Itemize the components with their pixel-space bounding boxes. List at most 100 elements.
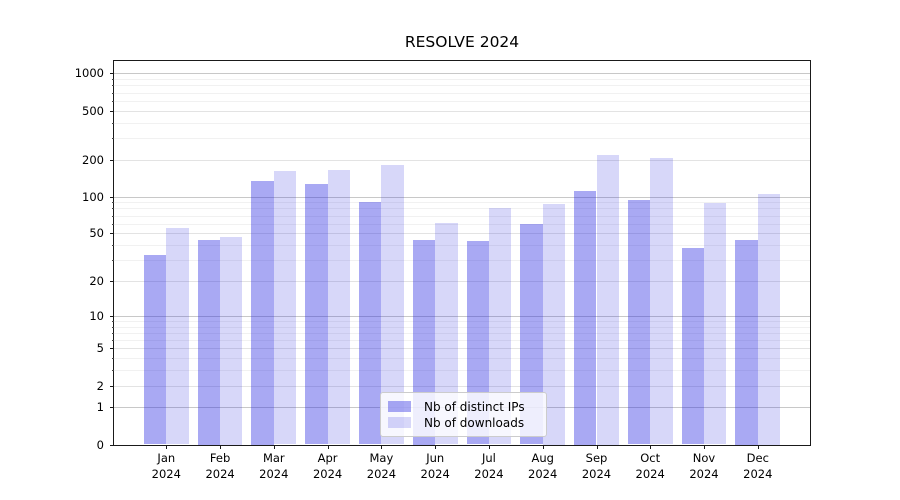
gridline-minor — [114, 326, 810, 328]
x-tick-label: Dec 2024 — [743, 451, 773, 481]
x-tick-mark — [596, 444, 598, 449]
y-tick-label: 500 — [82, 103, 104, 118]
legend-swatch — [388, 417, 411, 428]
gridline — [114, 315, 810, 317]
x-tick-mark — [704, 444, 705, 449]
y-tick-label: 20 — [89, 273, 104, 288]
y-minor-tick-mark — [111, 332, 114, 334]
gridline-minor — [114, 79, 810, 80]
gridline-minor — [114, 208, 810, 210]
bar-distinct-ips — [251, 181, 274, 445]
y-minor-tick-mark — [111, 340, 114, 341]
y-minor-tick-mark — [111, 215, 114, 217]
gridline-minor — [114, 215, 810, 217]
y-tick-mark — [110, 73, 114, 75]
y-tick-label: 50 — [89, 226, 104, 241]
gridline-minor — [114, 137, 810, 139]
x-tick-mark — [273, 444, 275, 449]
bar-downloads — [220, 236, 243, 445]
y-minor-tick-mark — [111, 260, 114, 261]
bar-distinct-ips — [197, 240, 221, 445]
legend-label: Nb of distinct IPs — [424, 399, 525, 414]
y-tick-mark — [110, 444, 114, 446]
x-tick-mark — [166, 444, 168, 449]
plot-area: 0 1 2 5 10 20 50 100 200 500 1000 Jan 2024 Feb 2024 Mar… — [75, 60, 811, 481]
x-tick-label: Jan 2024 — [151, 451, 181, 481]
y-minor-tick-mark — [111, 79, 114, 80]
bar-downloads — [488, 207, 512, 445]
y-tick-label: 5 — [96, 341, 104, 356]
x-tick-mark — [381, 444, 383, 449]
gridline — [114, 348, 810, 350]
gridline-minor — [114, 122, 810, 124]
y-tick-mark — [110, 407, 114, 409]
x-tick-label: Aug 2024 — [528, 451, 558, 481]
legend-item: Nb of downloads — [388, 415, 538, 430]
bar-downloads — [704, 203, 727, 445]
gridline — [114, 159, 810, 161]
y-tick-label: 0 — [96, 437, 104, 452]
y-minor-tick-mark — [111, 370, 114, 371]
gridline — [114, 280, 810, 282]
bar-downloads — [596, 155, 619, 445]
y-tick-mark — [110, 159, 114, 161]
gridline-minor — [114, 260, 810, 261]
y-tick-mark — [110, 196, 114, 198]
bar-downloads — [381, 164, 404, 445]
y-minor-tick-mark — [111, 245, 114, 246]
bar-distinct-ips — [681, 247, 704, 445]
bar-downloads — [542, 204, 566, 445]
gridline-minor — [114, 92, 810, 94]
bar-distinct-ips — [143, 255, 167, 445]
y-tick-mark — [110, 280, 114, 282]
gridline-minor — [114, 332, 810, 334]
x-tick-mark — [220, 444, 222, 449]
gridline — [114, 73, 810, 75]
gridline — [114, 233, 810, 235]
bar-distinct-ips — [305, 184, 328, 445]
y-minor-tick-mark — [111, 320, 114, 322]
bar-downloads — [757, 193, 781, 445]
x-tick-label: Oct 2024 — [635, 451, 665, 481]
gridline — [114, 196, 810, 198]
gridline-minor — [114, 340, 810, 341]
gridline-minor — [114, 85, 810, 87]
x-tick-label: Feb 2024 — [205, 451, 235, 481]
y-minor-tick-mark — [111, 137, 114, 139]
y-tick-mark — [110, 385, 114, 387]
chart-title: RESOLVE 2024 — [404, 33, 520, 51]
gridline-minor — [114, 358, 810, 359]
x-tick-label: May 2024 — [366, 451, 397, 481]
x-tick-label: Nov 2024 — [689, 451, 719, 481]
x-tick-label: Jun 2024 — [420, 451, 450, 481]
gridline-minor — [114, 100, 810, 102]
y-tick-label: 200 — [82, 152, 104, 167]
y-tick-label: 2 — [96, 378, 104, 393]
y-tick-label: 100 — [82, 189, 104, 204]
bar-downloads — [273, 171, 297, 445]
x-tick-mark — [650, 444, 652, 449]
y-minor-tick-mark — [111, 85, 114, 87]
y-minor-tick-mark — [111, 122, 114, 124]
bar-distinct-ips — [735, 240, 758, 445]
x-tick-mark — [327, 444, 329, 449]
legend: Nb of distinct IPs Nb of downloads — [380, 392, 547, 437]
y-tick-mark — [110, 110, 114, 112]
x-tick-mark — [435, 444, 437, 449]
y-tick-label: 1000 — [74, 66, 104, 81]
x-tick-label: Apr 2024 — [312, 451, 343, 481]
x-tick-mark — [757, 444, 759, 449]
y-tick-label: 1 — [96, 400, 104, 415]
gridline-minor — [114, 320, 810, 322]
gridline-minor — [114, 223, 810, 225]
bar-distinct-ips — [359, 201, 382, 445]
y-minor-tick-mark — [111, 92, 114, 94]
bar-downloads — [166, 228, 189, 445]
legend-swatch — [388, 401, 411, 412]
y-tick-label: 10 — [89, 308, 104, 323]
y-tick-mark — [110, 315, 114, 317]
gridline — [114, 110, 810, 112]
y-tick-mark — [110, 233, 114, 235]
bar-downloads — [327, 170, 350, 445]
